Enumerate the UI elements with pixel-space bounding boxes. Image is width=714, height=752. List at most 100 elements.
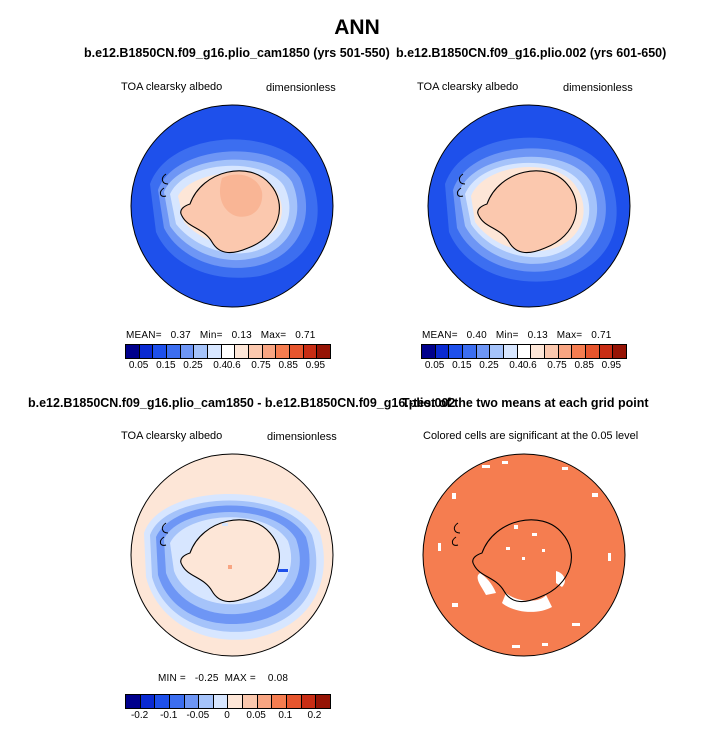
panel-3-colorbar-tick-label: -0.1	[160, 710, 178, 721]
panel-3-colorbar-segment	[126, 695, 141, 708]
panel-1-colorbar-tick-label: 0.25	[183, 360, 203, 371]
panel-3-colorbar-segment	[316, 695, 330, 708]
panel-2-mean-value: 0.40	[466, 330, 487, 341]
panel-1-map	[130, 104, 334, 308]
panel-1-colorbar-tick-label: 0.4	[213, 360, 228, 371]
panel-2-colorbar-segment	[586, 345, 600, 358]
panel-3-colorbar-segment	[272, 695, 288, 708]
panel-1-colorbar-tick-label: 0.6	[226, 360, 241, 371]
panel-3-colorbar-tick-label: 0.2	[307, 710, 322, 721]
panel-3-colorbar-segment	[140, 695, 156, 708]
panel-3-colorbar-segment	[213, 695, 229, 708]
panel-1-colorbar-tick-label: 0.95	[305, 360, 326, 371]
panel-1-colorbar-segment	[167, 345, 181, 358]
panel-3-colorbar-segment	[199, 695, 214, 708]
panel-2-units-label: dimensionless	[563, 82, 633, 94]
panel-1-colorbar-segment	[126, 345, 140, 358]
panel-3-colorbar	[125, 694, 331, 709]
panel-3-title: b.e12.B1850CN.f09_g16.plio_cam1850 - b.e…	[28, 396, 456, 410]
panel-3-colorbar-segment	[243, 695, 258, 708]
panel-3-colorbar-segment	[184, 695, 200, 708]
panel-1-min-value: 0.13	[231, 330, 252, 341]
panel-2-colorbar-segment	[572, 345, 587, 358]
panel-3-colorbar-segment	[301, 695, 317, 708]
panel-2-colorbar-segment	[449, 345, 464, 358]
panel-1-colorbar-segment	[235, 345, 250, 358]
panel-1-max-value: 0.71	[295, 330, 316, 341]
panel-3-colorbar-ticks: -0.2 -0.1 -0.05 0 0.05 0.1 0.2	[125, 710, 329, 724]
panel-3-colorbar-tick-label: -0.05	[186, 710, 210, 721]
panel-2-map	[427, 104, 631, 308]
panel-3-colorbar-tick-label: -0.2	[130, 710, 149, 721]
panel-3-max-label: MAX =	[224, 673, 256, 684]
panel-1-colorbar-segment	[153, 345, 168, 358]
panel-3-colorbar-tick-label: 0.1	[278, 710, 293, 721]
panel-1-colorbar-tick-label: 0.85	[278, 360, 298, 371]
panel-2-min-value: 0.13	[527, 330, 548, 341]
panel-2-colorbar-segment	[435, 345, 450, 358]
panel-2-colorbar	[421, 344, 627, 359]
panel-2-colorbar-segment	[613, 345, 627, 358]
panel-1-colorbar-segment	[290, 345, 304, 358]
panel-1-colorbar-tick-label: 0.05	[128, 360, 149, 371]
panel-3-colorbar-tick-label: 0	[224, 710, 230, 721]
panel-3-colorbar-tick-label: 0.05	[246, 710, 266, 721]
panel-2-colorbar-segment	[531, 345, 546, 358]
panel-1-variable-label: TOA clearsky albedo	[121, 81, 223, 93]
panel-2-colorbar-segment	[504, 345, 518, 358]
panel-2-colorbar-segment	[422, 345, 436, 358]
panel-1-min-label: Min=	[199, 330, 223, 341]
panel-4-note: Colored cells are significant at the 0.0…	[423, 430, 639, 442]
panel-1-colorbar-segment	[262, 345, 277, 358]
panel-2-colorbar-tick-label: 0.75	[547, 360, 567, 371]
panel-1-colorbar-segment	[139, 345, 154, 358]
panel-4-map	[422, 453, 626, 657]
panel-1-colorbar-ticks: 0.05 0.15 0.25 0.4 0.6 0.75 0.85 0.95	[125, 360, 329, 374]
panel-1-mean-value: 0.37	[170, 330, 191, 341]
panel-2-title: b.e12.B1850CN.f09_g16.plio.002 (yrs 601-…	[396, 46, 667, 60]
panel-3-colorbar-segment	[155, 695, 170, 708]
panel-2-colorbar-tick-label: 0.15	[452, 360, 472, 371]
panel-2-colorbar-tick-label: 0.05	[424, 360, 445, 371]
panel-1-colorbar	[125, 344, 331, 359]
panel-1-colorbar-segment	[276, 345, 291, 358]
panel-1-mean-label: MEAN=	[126, 330, 162, 341]
panel-2-max-value: 0.71	[591, 330, 612, 341]
panel-3-map	[130, 453, 334, 657]
panel-2-colorbar-segment	[558, 345, 573, 358]
figure-title: ANN	[334, 16, 380, 39]
panel-4-title: T-test of the two means at each grid poi…	[402, 396, 649, 410]
panel-1-colorbar-segment	[180, 345, 195, 358]
panel-2-colorbar-tick-label: 0.25	[479, 360, 499, 371]
panel-3-variable-label: TOA clearsky albedo	[121, 430, 223, 442]
panel-2-stats: MEAN= 0.40 Min= 0.13 Max= 0.71	[422, 330, 612, 341]
panel-2-min-label: Min=	[495, 330, 519, 341]
panel-2-colorbar-segment	[599, 345, 614, 358]
panel-1-colorbar-tick-label: 0.75	[251, 360, 271, 371]
panel-3-colorbar-segment	[169, 695, 185, 708]
panel-1-title: b.e12.B1850CN.f09_g16.plio_cam1850 (yrs …	[84, 46, 390, 60]
panel-2-variable-label: TOA clearsky albedo	[417, 81, 519, 93]
panel-3-colorbar-segment	[287, 695, 302, 708]
panel-2-colorbar-tick-label: 0.85	[574, 360, 594, 371]
panel-1-colorbar-segment	[317, 345, 331, 358]
panel-1-colorbar-tick-label: 0.15	[156, 360, 176, 371]
panel-2-colorbar-segment	[476, 345, 491, 358]
panel-1-colorbar-segment	[221, 345, 236, 358]
panel-1-colorbar-segment	[194, 345, 209, 358]
panel-2-colorbar-segment	[490, 345, 505, 358]
panel-2-colorbar-segment	[545, 345, 559, 358]
panel-3-colorbar-segment	[228, 695, 244, 708]
panel-2-colorbar-segment	[463, 345, 477, 358]
panel-1-colorbar-segment	[208, 345, 222, 358]
panel-3-min-label: MIN =	[158, 673, 186, 684]
panel-2-colorbar-tick-label: 0.95	[601, 360, 622, 371]
panel-2-colorbar-tick-label: 0.6	[522, 360, 537, 371]
panel-3-units-label: dimensionless	[267, 431, 337, 443]
panel-3-colorbar-segment	[257, 695, 273, 708]
panel-2-mean-label: MEAN=	[422, 330, 458, 341]
panel-1-max-label: Max=	[260, 330, 287, 341]
panel-1-colorbar-segment	[249, 345, 263, 358]
panel-1-stats: MEAN= 0.37 Min= 0.13 Max= 0.71	[126, 330, 316, 341]
panel-3-min-value: -0.25	[194, 673, 219, 684]
